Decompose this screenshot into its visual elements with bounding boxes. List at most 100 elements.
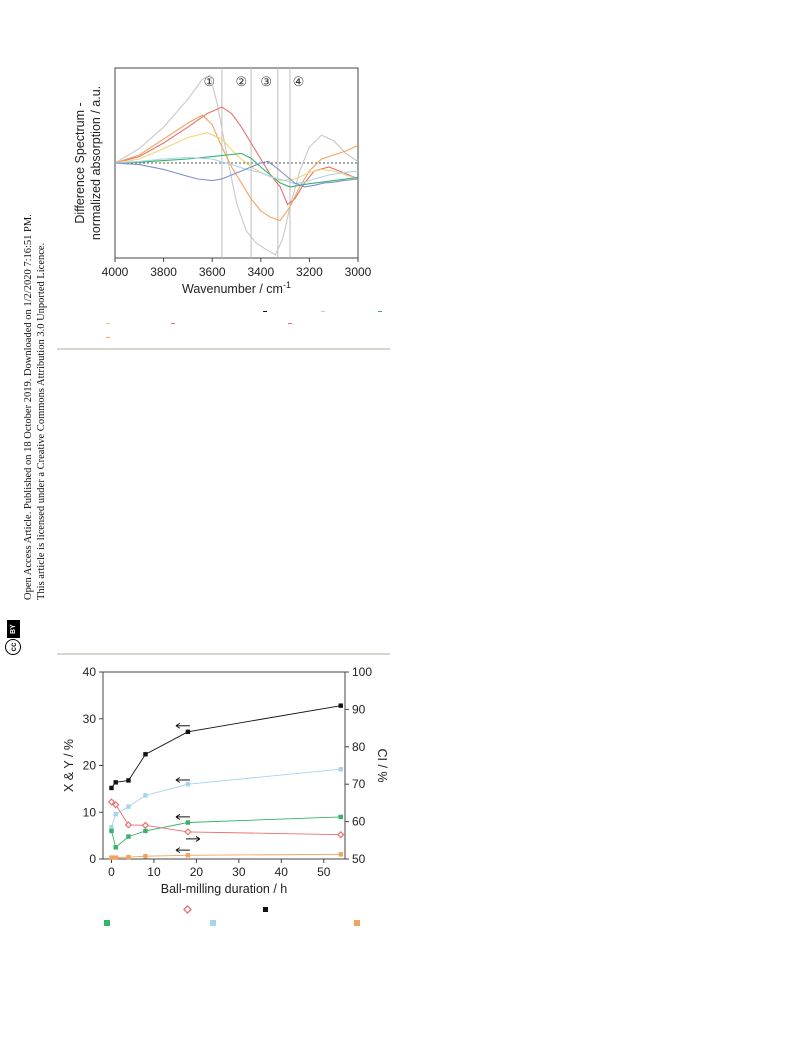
point-black-5 bbox=[338, 703, 343, 708]
point-orange-3 bbox=[143, 853, 148, 859]
point-red-3 bbox=[141, 821, 150, 830]
point-black-0 bbox=[109, 785, 114, 791]
x-tick-label-0: 0 bbox=[108, 865, 115, 879]
point-green-2 bbox=[126, 834, 131, 839]
license-line: This article is licensed under a Creativ… bbox=[36, 242, 47, 600]
y-tick-label-3: 30 bbox=[83, 712, 97, 726]
x-axis-label-superscript: -1 bbox=[283, 280, 291, 290]
y2-tick-label-2: 70 bbox=[352, 777, 366, 791]
license-notice: Open Access Article. Published on 18 Oct… bbox=[22, 214, 48, 600]
legend-stub-lightblue bbox=[321, 311, 325, 312]
x-tick-label-1: 3800 bbox=[150, 265, 177, 279]
point-lightblue-3 bbox=[143, 793, 148, 798]
spectrum-line-orange bbox=[114, 114, 359, 222]
spectrum-line-blue bbox=[114, 160, 359, 188]
point-green-5 bbox=[338, 814, 343, 820]
point-orange-2 bbox=[126, 854, 131, 860]
x-tick-label-5: 50 bbox=[317, 865, 331, 879]
legend-marker-lightblue bbox=[210, 920, 216, 926]
x-tick-label-3: 30 bbox=[232, 865, 246, 879]
x-tick-label-1: 10 bbox=[147, 865, 161, 879]
point-orange-4 bbox=[185, 853, 191, 858]
legend-marker-green bbox=[104, 920, 110, 926]
difference-spectrum-chart: ① ② ③ ④ 4000 3800 3600 3400 3200 3000 Wavenumber /… bbox=[73, 67, 372, 296]
legend-marker-red-diamond bbox=[183, 905, 192, 914]
point-green-3 bbox=[143, 828, 148, 834]
spectrum-line-yellow bbox=[114, 132, 359, 182]
x-axis-label: Ball-milling duration / h bbox=[161, 882, 287, 896]
legend-stub-black bbox=[263, 311, 267, 312]
axis-arrow-left-3 bbox=[175, 847, 190, 854]
y-tick-label-4: 40 bbox=[83, 665, 97, 679]
y-tick-label-0: 0 bbox=[89, 852, 96, 866]
legend-stub-red-2 bbox=[288, 323, 292, 324]
section-divider-bottom bbox=[57, 653, 390, 655]
y-tick-label-1: 10 bbox=[83, 805, 97, 819]
point-red-2 bbox=[124, 821, 133, 829]
x-tick-label-5: 3000 bbox=[345, 265, 372, 279]
cc-icon: cc bbox=[5, 639, 21, 655]
legend-stub-green bbox=[378, 311, 382, 312]
section-divider-top bbox=[57, 348, 390, 350]
plot-frame bbox=[102, 671, 346, 860]
axis-arrow-left-0 bbox=[175, 722, 190, 729]
series-line-green bbox=[111, 816, 341, 849]
x-tick-label-4: 3200 bbox=[296, 265, 323, 279]
point-green-1 bbox=[113, 845, 118, 850]
region-label-1: ① bbox=[203, 74, 215, 89]
y2-axis-label: CI / % bbox=[375, 748, 389, 782]
point-lightblue-2 bbox=[126, 804, 131, 809]
x-tick-label-3: 3400 bbox=[247, 265, 274, 279]
point-orange-1 bbox=[113, 855, 118, 860]
y-axis-label: X & Y / % bbox=[62, 739, 76, 792]
legend-stub-orange bbox=[106, 337, 110, 338]
spectrum-line-lightblue bbox=[114, 156, 359, 185]
legend-markers bbox=[104, 905, 360, 926]
ball-milling-chart: 0 10 20 30 40 50 0 10 20 30 40 50 60 70 80 90 100 Ball-mi… bbox=[62, 665, 389, 896]
x-tick-label-2: 20 bbox=[190, 865, 204, 879]
legend-stub-red bbox=[171, 323, 175, 324]
x-tick-label-0: 4000 bbox=[102, 265, 129, 279]
article-sidebar: Open Access Article. Published on 18 Oct… bbox=[0, 180, 47, 660]
spectrum-line-gray bbox=[114, 74, 359, 256]
point-red-1 bbox=[112, 801, 120, 809]
y2-tick-label-0: 50 bbox=[352, 852, 366, 866]
region-label-3: ③ bbox=[260, 74, 272, 89]
y2-tick-label-1: 60 bbox=[352, 815, 366, 829]
y2-tick-label-5: 100 bbox=[352, 665, 372, 679]
point-red-0 bbox=[107, 798, 116, 806]
by-icon: BY bbox=[6, 620, 20, 638]
axis-arrow-right-4 bbox=[185, 835, 201, 842]
point-black-3 bbox=[143, 752, 148, 757]
legend-marker-black bbox=[263, 907, 268, 912]
point-red-5 bbox=[337, 831, 345, 839]
legend-marker-orange bbox=[354, 920, 360, 926]
x-tick-label-4: 40 bbox=[275, 865, 289, 879]
y-axis-label-line1: Difference Spectrum - bbox=[73, 102, 87, 223]
region-label-2: ② bbox=[236, 74, 248, 89]
x-tick-label-2: 3600 bbox=[199, 265, 226, 279]
point-lightblue-1 bbox=[113, 811, 118, 817]
point-black-2 bbox=[126, 778, 131, 783]
axis-arrow-left-1 bbox=[175, 777, 190, 783]
y-tick-label-2: 20 bbox=[83, 759, 97, 773]
point-red-4 bbox=[184, 828, 192, 836]
x-axis-label: Wavenumber / cm-1 bbox=[182, 280, 291, 296]
publication-line: Open Access Article. Published on 18 Oct… bbox=[23, 214, 34, 600]
point-black-1 bbox=[113, 780, 118, 785]
y-axis-label-line2: normalized absorption / a.u. bbox=[89, 86, 103, 240]
point-orange-5 bbox=[338, 852, 343, 857]
cc-by-badge[interactable]: cc BY bbox=[5, 620, 21, 655]
point-green-4 bbox=[185, 820, 191, 825]
point-orange-0 bbox=[109, 855, 114, 860]
spectrum-line-green bbox=[114, 152, 359, 188]
point-green-0 bbox=[109, 828, 114, 834]
point-lightblue-4 bbox=[185, 782, 191, 787]
point-lightblue-0 bbox=[109, 825, 114, 830]
point-lightblue-5 bbox=[338, 767, 343, 772]
point-black-4 bbox=[185, 729, 191, 735]
y2-tick-label-4: 90 bbox=[352, 702, 366, 716]
legend-stub-yellow bbox=[106, 323, 110, 324]
axis-arrow-left-2 bbox=[175, 814, 190, 820]
y2-tick-label-3: 80 bbox=[352, 740, 366, 754]
